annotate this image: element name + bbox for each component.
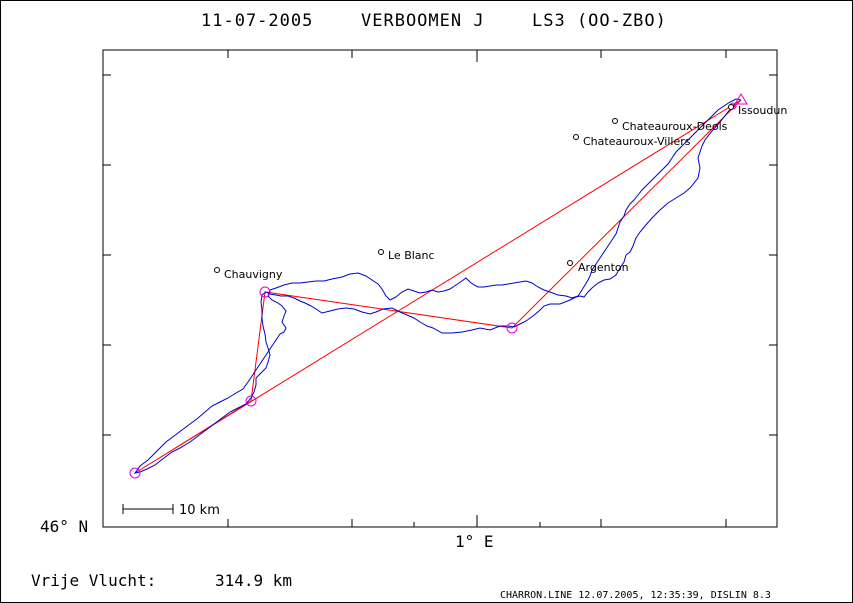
town-dot [378,249,384,255]
town-dot [573,134,579,140]
scale-bar [122,504,174,514]
pilot-name: VERBOOMEN J [361,11,485,31]
flight-track [133,98,742,474]
scale-label: 10 km [179,503,220,518]
turnpoint-marker [506,322,518,334]
longitude-label: 1° E [455,532,494,551]
town-dot [728,104,734,110]
town-label-issoudun: Issoudun [738,104,787,117]
latitude-label: 46° N [40,517,88,536]
footer-info: CHARRON.LINE 12.07.2005, 12:35:39, DISLI… [500,590,771,601]
town-markers [214,104,734,273]
town-dot [612,118,618,124]
plot-frame [102,49,778,528]
turnpoints [129,93,748,479]
start-triangle [734,93,748,105]
town-dot [567,260,573,266]
town-label-chauvigny: Chauvigny [224,268,283,281]
town-dot [214,267,220,273]
free-flight-distance: 314.9 km [215,571,292,590]
free-flight-label: Vrije Vlucht: [31,571,156,590]
turnpoint-marker [245,395,257,407]
axis-ticks [103,50,777,527]
town-label-argenton: Argenton [578,261,629,274]
glider-id: LS3 (OO-ZBO) [532,11,667,31]
task-route [134,99,742,474]
town-label-chateauroux-villers: Chateauroux-Villers [583,135,691,148]
flight-date: 11-07-2005 [201,11,313,31]
turnpoint-marker [129,467,141,479]
town-label-le-blanc: Le Blanc [388,249,435,262]
town-label-chateauroux-deols: Chateauroux-Deols [622,120,728,133]
turnpoint-marker [259,286,271,298]
